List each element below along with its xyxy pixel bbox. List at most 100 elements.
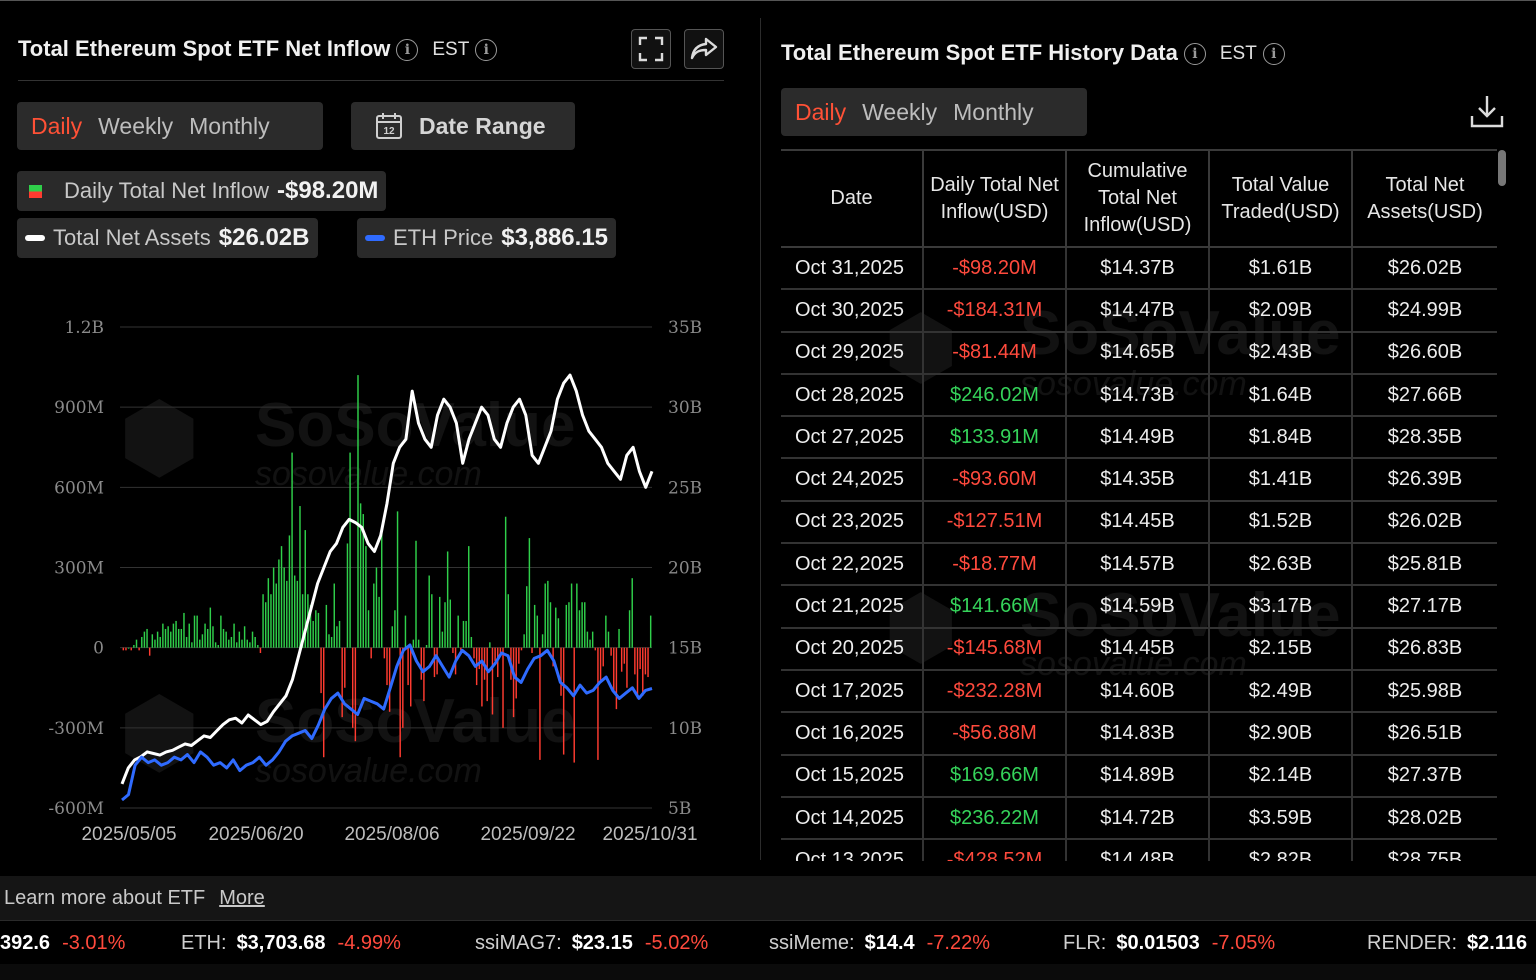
inflow-bar — [346, 543, 349, 648]
table-row[interactable]: Oct 14,2025 $236.22M $14.72B $3.59B $28.02B — [781, 796, 1497, 841]
ticker-name: ssiMeme: — [769, 932, 855, 954]
inflow-bar — [407, 647, 409, 686]
more-link[interactable]: More — [219, 886, 265, 909]
fullscreen-button[interactable] — [631, 29, 671, 69]
table-row[interactable]: Oct 24,2025 -$93.60M $14.35B $1.41B $26.39B — [781, 458, 1497, 502]
inflow-bar — [162, 623, 164, 648]
col-daily-inflow[interactable]: Daily Total Net Inflow(USD) — [923, 149, 1067, 248]
inflow-bar — [628, 610, 631, 648]
learn-more-text: Learn more about ETF — [4, 886, 206, 909]
ticker-item[interactable]: 392.6 -3.01% — [0, 932, 125, 955]
cell-cumulative: $14.49B — [1066, 416, 1210, 460]
inflow-bar — [560, 647, 562, 696]
inflow-bar — [610, 647, 612, 656]
inflow-bar — [599, 647, 602, 683]
tab-monthly[interactable]: Monthly — [189, 112, 270, 139]
table-row[interactable]: Oct 22,2025 -$18.77M $14.57B $2.63B $25.81B — [781, 543, 1497, 587]
inflow-bar — [322, 647, 325, 758]
cell-cumulative: $14.60B — [1066, 669, 1210, 714]
table-row[interactable]: Oct 15,2025 $169.66M $14.89B $2.14B $27.37B — [781, 754, 1497, 798]
inflow-bar — [623, 647, 626, 664]
share-icon — [690, 37, 718, 60]
inflow-bar — [502, 647, 504, 728]
info-icon[interactable]: i — [1183, 43, 1206, 66]
assets-swatch-icon — [25, 235, 45, 241]
inflow-bar — [333, 583, 335, 648]
col-net-assets[interactable]: Total Net Assets(USD) — [1352, 149, 1497, 248]
inflow-bar — [312, 620, 314, 648]
inflow-bar — [460, 647, 462, 651]
legend-assets[interactable]: Total Net Assets $26.02B — [17, 218, 318, 258]
cell-date: Oct 14,2025 — [781, 796, 924, 841]
inflow-bar — [441, 631, 444, 648]
info-icon[interactable]: i — [475, 39, 498, 62]
info-icon[interactable]: i — [1262, 43, 1285, 66]
cell-daily-inflow: $141.66M — [923, 585, 1067, 629]
col-value-traded[interactable]: Total Value Traded(USD) — [1209, 149, 1353, 248]
table-row[interactable]: Oct 21,2025 $141.66M $14.59B $3.17B $27.17B — [781, 585, 1497, 629]
table-row[interactable]: Oct 23,2025 -$127.51M $14.45B $1.52B $26.02B — [781, 500, 1497, 545]
tab-daily[interactable]: Daily — [795, 98, 847, 125]
legend-eth-price[interactable]: ETH Price $3,886.15 — [357, 218, 617, 258]
col-date[interactable]: Date — [781, 149, 924, 248]
ticker-item[interactable]: RENDER: $2.116 — [1367, 932, 1536, 955]
cell-daily-inflow: -$98.20M — [923, 247, 1067, 291]
x-tick-label: 2025/08/06 — [344, 824, 439, 845]
tab-daily[interactable]: Daily — [31, 112, 83, 139]
y-tick-label-right: 10B — [668, 719, 702, 739]
inflow-bar — [172, 623, 175, 648]
inflow-bar — [576, 583, 578, 648]
y-tick-label-left: -300M — [48, 719, 104, 739]
table-scrollbar[interactable] — [1498, 150, 1506, 186]
table-row[interactable]: Oct 30,2025 -$184.31M $14.47B $2.09B $24.99B — [781, 289, 1497, 333]
inflow-chart[interactable]: 1.2B 35B 900M 30B 600M 25B 300M 20B 0 15B -300M 10B… — [40, 300, 720, 860]
tab-weekly[interactable]: Weekly — [862, 98, 938, 125]
cell-traded: $2.90B — [1209, 712, 1353, 756]
download-icon[interactable] — [1468, 94, 1506, 130]
tab-monthly[interactable]: Monthly — [953, 98, 1034, 125]
inflow-title: Total Ethereum Spot ETF Net Inflow — [18, 36, 391, 61]
legend-inflow[interactable]: Daily Total Net Inflow -$98.20M — [17, 171, 387, 211]
cell-date: Oct 22,2025 — [781, 543, 924, 587]
table-row[interactable]: Oct 13,2025 -$428.52M $14.48B $2.82B $28.75B — [781, 839, 1497, 861]
y-tick-label-left: 900M — [54, 398, 104, 418]
cell-daily-inflow: -$184.31M — [923, 289, 1067, 333]
inflow-bar — [135, 639, 138, 648]
table-row[interactable]: Oct 20,2025 -$145.68M $14.45B $2.15B $26.83B — [781, 627, 1497, 671]
title-divider — [18, 80, 724, 81]
inflow-bar — [217, 644, 219, 648]
table-row[interactable]: Oct 17,2025 -$232.28M $14.60B $2.49B $25.98B — [781, 669, 1497, 714]
inflow-bar — [170, 631, 172, 648]
inflow-bar — [330, 636, 333, 648]
inflow-bar — [491, 647, 494, 715]
inflow-bar — [425, 644, 428, 648]
inflow-bar — [439, 596, 441, 648]
inflow-bar — [206, 628, 209, 648]
cell-daily-inflow: -$232.28M — [923, 669, 1067, 714]
ticker-item[interactable]: FLR: $0.01503 -7.05% — [1063, 932, 1275, 955]
inflow-bar — [286, 580, 288, 648]
inflow-bar — [246, 639, 248, 648]
table-row[interactable]: Oct 29,2025 -$81.44M $14.65B $2.43B $26.60B — [781, 331, 1497, 375]
col-cumulative-inflow[interactable]: Cumulative Total Net Inflow(USD) — [1066, 149, 1210, 248]
share-button[interactable] — [684, 29, 724, 69]
ticker-item[interactable]: ssiMeme: $14.4 -7.22% — [769, 932, 990, 955]
ticker-item[interactable]: ETH: $3,703.68 -4.99% — [181, 932, 401, 955]
price-ticker[interactable]: 392.6 -3.01% ETH: $3,703.68 -4.99% ssiMAG7:… — [0, 920, 1536, 964]
ticker-change: -5.02% — [644, 932, 709, 954]
table-row[interactable]: Oct 28,2025 $246.02M $14.73B $1.64B $27.66B — [781, 373, 1497, 418]
inflow-bar — [183, 612, 185, 648]
date-range-button[interactable]: 12 Date Range — [351, 102, 575, 150]
inflow-bar — [404, 615, 407, 648]
table-row[interactable]: Oct 16,2025 -$56.88M $14.83B $2.90B $26.51B — [781, 712, 1497, 756]
table-row[interactable]: Oct 31,2025 -$98.20M $14.37B $1.61B $26.02B — [781, 247, 1497, 291]
inflow-bar — [130, 647, 132, 651]
tab-weekly[interactable]: Weekly — [98, 112, 174, 139]
ticker-change: -7.22% — [926, 932, 991, 954]
table-row[interactable]: Oct 27,2025 $133.91M $14.49B $1.84B $28.35B — [781, 416, 1497, 460]
ticker-item[interactable]: ssiMAG7: $23.15 -5.02% — [475, 932, 708, 955]
history-table-container[interactable]: Date Daily Total Net Inflow(USD) Cumulat… — [781, 149, 1497, 861]
info-icon[interactable]: i — [396, 39, 419, 62]
inflow-bar — [410, 647, 412, 707]
cell-net-assets: $26.83B — [1352, 627, 1497, 671]
